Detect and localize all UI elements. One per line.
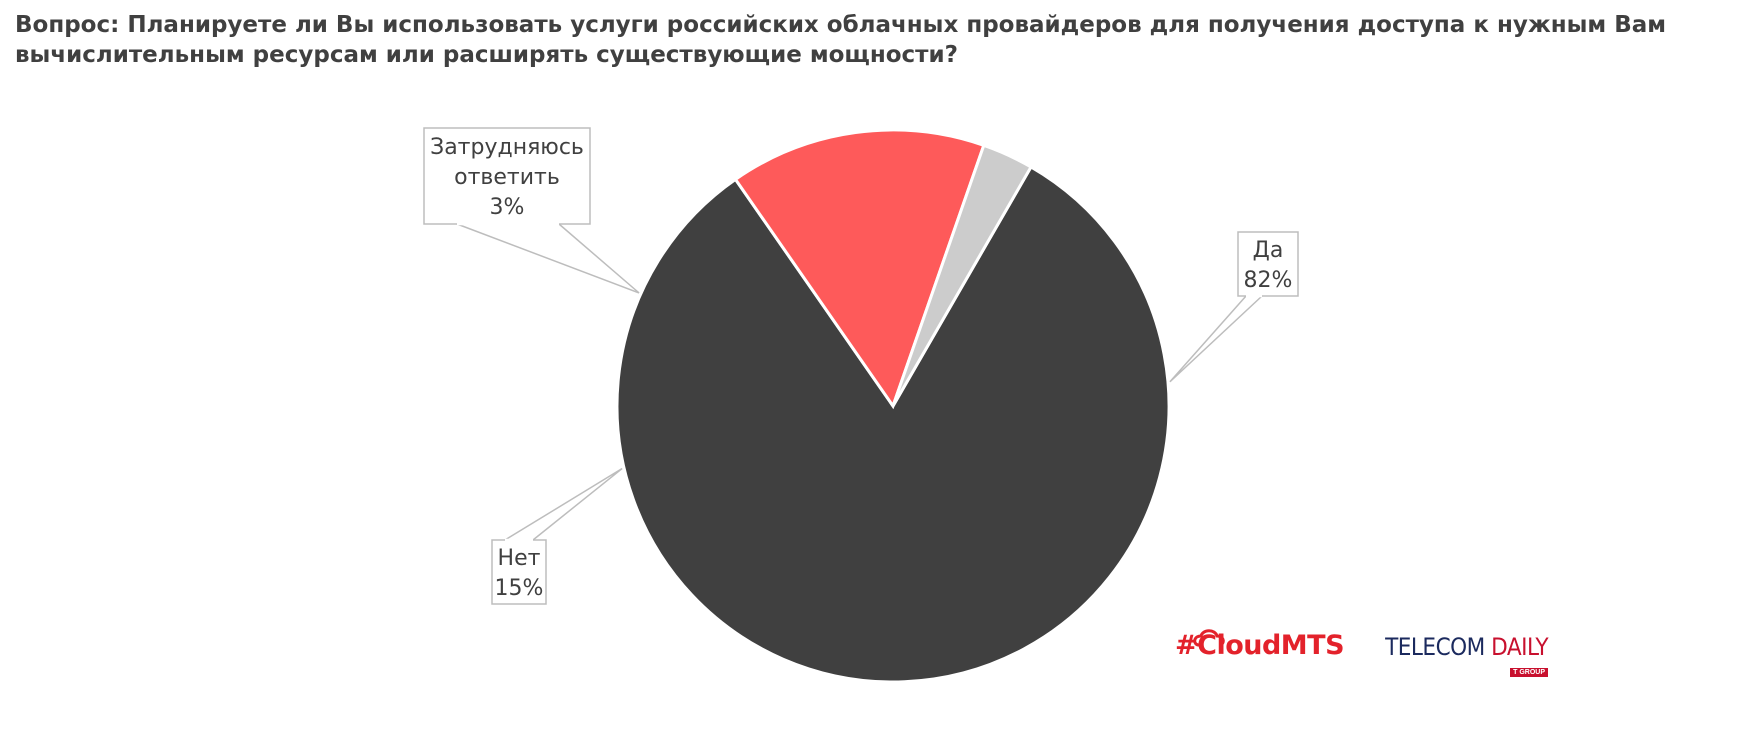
callout-box-yes — [1237, 231, 1299, 297]
callout-value-unsure: 3% — [490, 195, 525, 220]
pie-slice-no — [733, 128, 986, 410]
callout-box-no — [491, 539, 547, 605]
cloudmts-logo-text: #CloudMTS — [1175, 630, 1345, 661]
chart-title: Вопрос: Планируете ли Вы использовать ус… — [15, 12, 1667, 68]
cloud-icon — [1193, 629, 1225, 647]
pie-slice-yes — [615, 164, 1171, 684]
callout-value-yes: 82% — [1244, 268, 1293, 293]
callout-leader-yes — [1169, 295, 1263, 383]
callout-leader-no — [504, 467, 623, 541]
tgroup-logo-text: T GROUP — [1510, 668, 1548, 677]
daily-logo-text: DAILY — [1491, 633, 1548, 661]
cloudmts-logo: #CloudMTS — [1175, 627, 1345, 665]
callout-box-unsure — [423, 127, 591, 225]
pie-slice-unsure — [891, 143, 1034, 407]
callout-label-unsure: ответить — [454, 165, 560, 190]
callout-label-yes: Да — [1253, 238, 1284, 263]
callout-leader-unsure — [456, 223, 640, 294]
telecom-daily-logo: TELECOM DAILY T GROUP — [1378, 633, 1548, 679]
callout-value-no: 15% — [495, 576, 544, 601]
callout-label-no: Нет — [498, 546, 541, 571]
callout-label-unsure: Затрудняюсь — [430, 135, 584, 160]
telecom-logo-text: TELECOM — [1385, 633, 1485, 661]
